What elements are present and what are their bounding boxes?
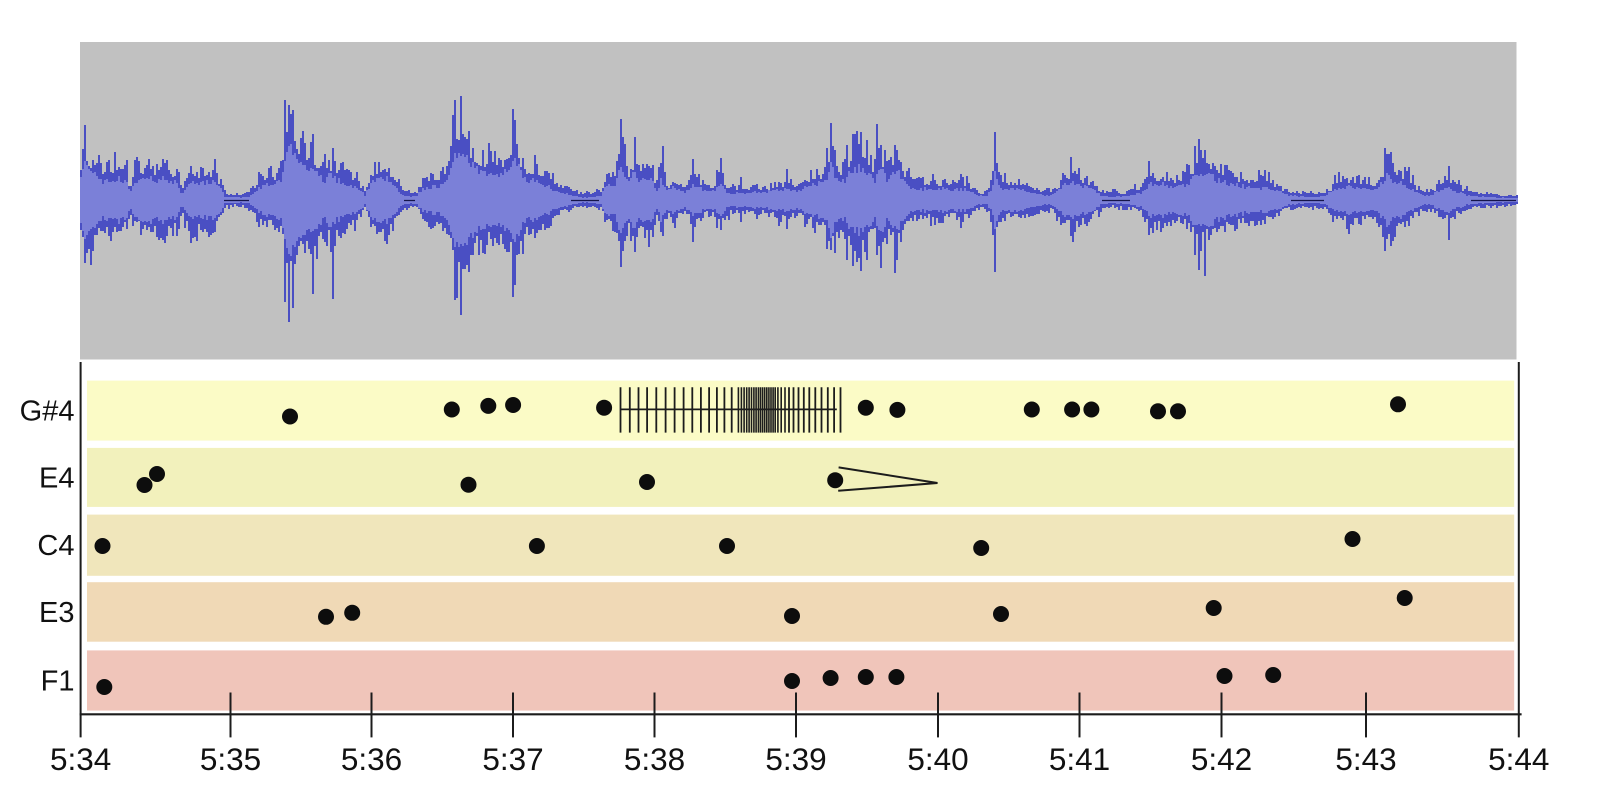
- svg-text:E3: E3: [39, 597, 74, 629]
- svg-text:5:43: 5:43: [1335, 741, 1396, 777]
- svg-text:5:37: 5:37: [482, 741, 543, 777]
- svg-text:5:35: 5:35: [200, 741, 261, 777]
- svg-text:E4: E4: [39, 462, 74, 494]
- svg-text:5:41: 5:41: [1049, 741, 1110, 777]
- svg-text:5:34: 5:34: [50, 741, 111, 777]
- svg-text:5:36: 5:36: [341, 741, 402, 777]
- svg-text:5:44: 5:44: [1488, 741, 1549, 777]
- svg-text:F1: F1: [41, 666, 75, 698]
- svg-text:5:40: 5:40: [907, 741, 968, 777]
- svg-text:5:42: 5:42: [1191, 741, 1252, 777]
- svg-text:C4: C4: [37, 530, 74, 562]
- svg-text:G#4: G#4: [20, 396, 75, 428]
- svg-text:5:38: 5:38: [624, 741, 685, 777]
- svg-text:5:39: 5:39: [765, 741, 826, 777]
